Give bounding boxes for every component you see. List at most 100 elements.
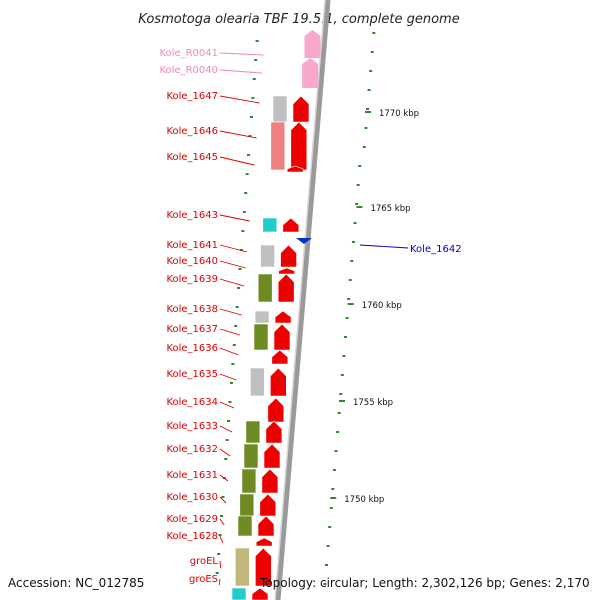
cog-box[interactable] [270, 121, 286, 171]
cog-box[interactable] [237, 515, 253, 537]
cds-arrow[interactable] [292, 95, 310, 123]
cds-arrow[interactable] [280, 244, 297, 268]
gene-label[interactable]: Kole_1629 [166, 514, 218, 525]
gene-label[interactable]: Kole_1638 [166, 304, 218, 315]
cds-arrow[interactable] [267, 397, 285, 423]
gc-tick-outer [347, 298, 351, 300]
accession-text: Accession: NC_012785 [8, 576, 144, 590]
scale-tick [330, 497, 337, 499]
rna-feature[interactable] [302, 58, 319, 88]
gc-tick-inner [251, 97, 255, 99]
cds-arrow[interactable] [277, 273, 295, 303]
gc-tick-outer [355, 203, 359, 205]
cds-arrow[interactable] [274, 310, 292, 324]
cds-arrow[interactable] [273, 323, 291, 351]
gene-label[interactable]: groEL [190, 556, 219, 567]
gene-label[interactable]: Kole_1633 [166, 421, 218, 432]
gc-tick-inner [235, 306, 239, 308]
gc-tick-inner [242, 211, 246, 213]
cds-arrow[interactable] [251, 587, 269, 600]
gc-tick-outer [332, 469, 336, 471]
label-leader [359, 244, 409, 249]
label-leader [219, 518, 225, 526]
gene-label[interactable]: Kole_1641 [166, 240, 218, 251]
cog-box[interactable] [250, 367, 265, 397]
gene-label[interactable]: Kole_1643 [166, 210, 218, 221]
cds-arrow[interactable] [259, 493, 277, 517]
label-leader [219, 52, 264, 56]
gc-tick-inner [244, 192, 248, 194]
cds-reverse-arrow[interactable] [296, 238, 312, 244]
cds-arrow[interactable] [263, 443, 281, 469]
cds-arrow[interactable] [265, 420, 283, 444]
cog-box[interactable] [241, 468, 257, 494]
gc-tick-outer [353, 222, 357, 224]
cds-arrow[interactable] [271, 349, 289, 365]
gene-label[interactable]: Kole_1637 [166, 324, 218, 335]
gc-tick-outer [369, 70, 373, 72]
gc-tick-inner [225, 439, 229, 441]
gc-tick-inner [248, 135, 252, 137]
cog-box[interactable] [231, 587, 247, 600]
cds-arrow[interactable] [290, 121, 308, 171]
gene-label[interactable]: Kole_1646 [166, 126, 218, 137]
gene-label[interactable]: Kole_1635 [166, 369, 218, 380]
gc-tick-inner [247, 154, 251, 156]
label-leader [219, 214, 250, 222]
gene-label[interactable]: Kole_1632 [166, 444, 218, 455]
scale-tick [365, 111, 371, 113]
cds-arrow[interactable] [278, 267, 295, 275]
gc-tick-inner [215, 572, 219, 574]
label-leader [219, 328, 241, 336]
cog-box[interactable] [260, 244, 275, 268]
cog-box[interactable] [262, 217, 278, 233]
gc-tick-inner [241, 230, 245, 232]
cog-box[interactable] [239, 493, 255, 517]
gene-label[interactable]: groES [189, 574, 218, 585]
cog-box[interactable] [235, 547, 250, 587]
cds-arrow[interactable] [286, 165, 304, 173]
gene-label[interactable]: Kole_1642 [410, 244, 462, 255]
gc-tick-inner [221, 496, 225, 498]
cog-box[interactable] [243, 443, 259, 469]
cog-box[interactable] [257, 273, 273, 303]
scale-label: 1765 kbp [370, 204, 410, 214]
rna-feature[interactable] [304, 30, 321, 58]
cog-box[interactable] [253, 323, 269, 351]
gc-tick-outer [362, 146, 366, 148]
gene-label[interactable]: Kole_R0041 [159, 48, 218, 59]
cds-arrow[interactable] [270, 367, 287, 397]
gene-label[interactable]: Kole_1631 [166, 470, 218, 481]
gc-tick-inner [219, 515, 223, 517]
cog-box[interactable] [245, 420, 261, 444]
gc-tick-outer [351, 241, 355, 243]
gc-tick-outer [340, 374, 344, 376]
gc-tick-outer [339, 393, 343, 395]
gc-tick-inner [249, 116, 253, 118]
gene-label[interactable]: Kole_R0040 [159, 65, 218, 76]
cds-arrow[interactable] [257, 515, 275, 537]
scale-label: 1760 kbp [362, 301, 402, 311]
gc-tick-inner [228, 401, 232, 403]
cog-box[interactable] [254, 310, 270, 324]
gene-label[interactable]: Kole_1640 [166, 256, 218, 267]
cog-box[interactable] [272, 95, 288, 123]
gene-label[interactable]: Kole_1628 [166, 531, 218, 542]
cds-arrow[interactable] [255, 547, 272, 587]
genome-backbone [275, 0, 331, 600]
scale-tick [338, 400, 345, 402]
genome-backbone-highlight [274, 0, 326, 600]
cds-arrow[interactable] [255, 537, 273, 547]
gc-tick-inner [217, 553, 221, 555]
gc-tick-outer [326, 545, 330, 547]
gene-label[interactable]: Kole_1639 [166, 274, 218, 285]
gene-label[interactable]: Kole_1636 [166, 343, 218, 354]
cds-arrow[interactable] [261, 468, 279, 494]
gene-label[interactable]: Kole_1645 [166, 152, 218, 163]
gene-label[interactable]: Kole_1647 [166, 91, 218, 102]
gc-tick-outer [364, 127, 368, 129]
gene-label[interactable]: Kole_1634 [166, 397, 218, 408]
gene-label[interactable]: Kole_1630 [166, 492, 218, 503]
cds-arrow[interactable] [282, 217, 300, 233]
gc-tick-inner [232, 344, 236, 346]
